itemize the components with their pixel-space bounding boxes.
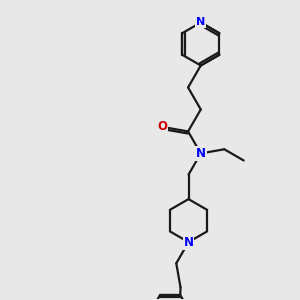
Text: N: N [196, 17, 206, 28]
Text: N: N [184, 236, 194, 249]
Text: N: N [196, 147, 206, 160]
Text: O: O [158, 120, 167, 133]
